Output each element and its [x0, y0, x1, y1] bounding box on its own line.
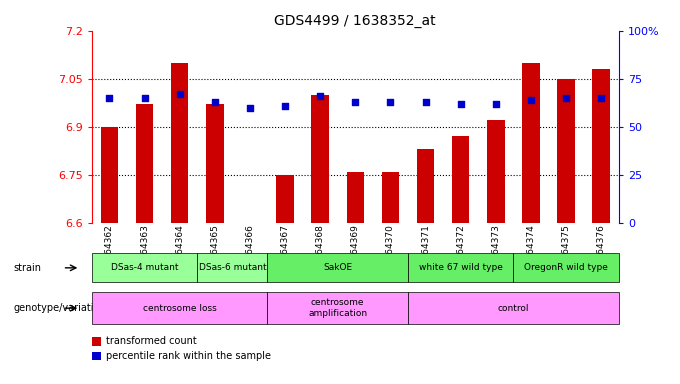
Point	[139, 95, 150, 101]
Bar	[206, 104, 224, 223]
Text: control: control	[498, 304, 529, 313]
Text: centrosome
amplification: centrosome amplification	[308, 298, 367, 318]
Point	[385, 99, 396, 105]
Point	[209, 99, 220, 105]
Bar	[417, 149, 435, 223]
Bar	[381, 172, 399, 223]
Bar	[487, 120, 505, 223]
Text: DSas-4 mutant: DSas-4 mutant	[111, 263, 178, 272]
Bar	[592, 69, 610, 223]
Bar	[276, 175, 294, 223]
Point	[596, 95, 607, 101]
Text: strain: strain	[14, 263, 41, 273]
Point	[526, 97, 537, 103]
Text: genotype/variation: genotype/variation	[14, 303, 106, 313]
Point	[560, 95, 571, 101]
Text: DSas-6 mutant: DSas-6 mutant	[199, 263, 266, 272]
Text: transformed count: transformed count	[106, 336, 197, 346]
Text: centrosome loss: centrosome loss	[143, 304, 216, 313]
Point	[420, 99, 431, 105]
Bar	[136, 104, 153, 223]
Title: GDS4499 / 1638352_at: GDS4499 / 1638352_at	[275, 14, 436, 28]
Point	[315, 93, 326, 99]
Point	[490, 101, 501, 107]
Text: white 67 wild type: white 67 wild type	[419, 263, 503, 272]
Text: SakOE: SakOE	[323, 263, 352, 272]
Bar	[171, 63, 188, 223]
Bar	[311, 95, 329, 223]
Text: OregonR wild type: OregonR wild type	[524, 263, 608, 272]
Bar	[452, 136, 469, 223]
Bar	[522, 63, 540, 223]
Point	[245, 104, 256, 111]
Text: percentile rank within the sample: percentile rank within the sample	[106, 351, 271, 361]
Bar	[101, 127, 118, 223]
Point	[174, 91, 185, 97]
Point	[104, 95, 115, 101]
Bar	[347, 172, 364, 223]
Point	[279, 103, 290, 109]
Point	[456, 101, 466, 107]
Point	[350, 99, 360, 105]
Bar	[558, 79, 575, 223]
